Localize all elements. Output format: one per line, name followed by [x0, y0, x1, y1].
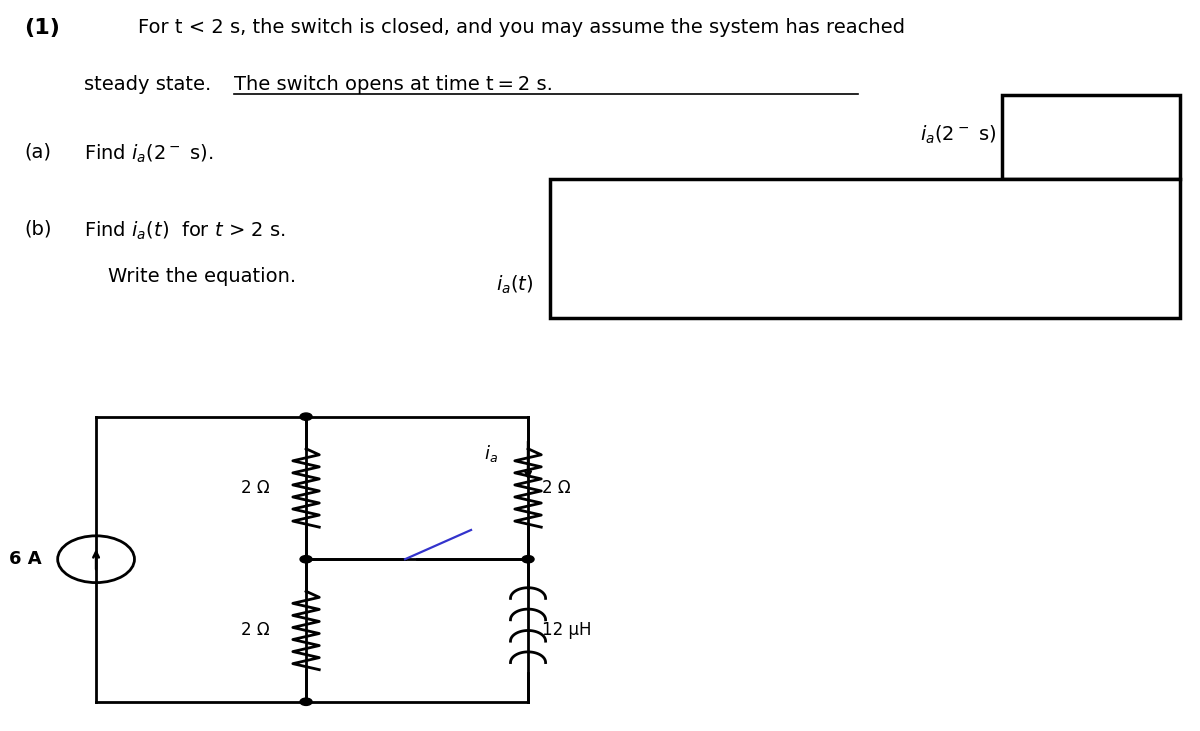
Text: Find $i_a$(2$^-$ s).: Find $i_a$(2$^-$ s).: [84, 143, 214, 165]
Text: 6 A: 6 A: [10, 550, 42, 568]
FancyBboxPatch shape: [550, 179, 1180, 318]
Text: steady state.: steady state.: [84, 75, 217, 94]
Text: 12 μH: 12 μH: [542, 621, 592, 640]
Text: $i_a(t)$: $i_a(t)$: [497, 274, 534, 297]
Circle shape: [522, 556, 534, 563]
FancyBboxPatch shape: [1002, 95, 1180, 179]
Text: Write the equation.: Write the equation.: [108, 267, 296, 286]
Text: 2 Ω: 2 Ω: [241, 621, 270, 640]
Text: 2 Ω: 2 Ω: [241, 479, 270, 497]
Text: The switch opens at time t = 2 s.: The switch opens at time t = 2 s.: [234, 75, 553, 94]
Text: For t < 2 s, the switch is closed, and you may assume the system has reached: For t < 2 s, the switch is closed, and y…: [138, 18, 905, 37]
Text: (1): (1): [24, 18, 60, 38]
Circle shape: [300, 698, 312, 705]
Text: Find $i_a(t)$  for $t$ > 2 s.: Find $i_a(t)$ for $t$ > 2 s.: [84, 219, 286, 242]
Text: (a): (a): [24, 143, 52, 162]
Circle shape: [300, 413, 312, 420]
Text: (b): (b): [24, 219, 52, 238]
Text: 2 Ω: 2 Ω: [542, 479, 571, 497]
Text: $i_a$: $i_a$: [484, 443, 498, 463]
Circle shape: [300, 556, 312, 563]
Text: $i_a$(2$^-$ s): $i_a$(2$^-$ s): [920, 124, 996, 146]
